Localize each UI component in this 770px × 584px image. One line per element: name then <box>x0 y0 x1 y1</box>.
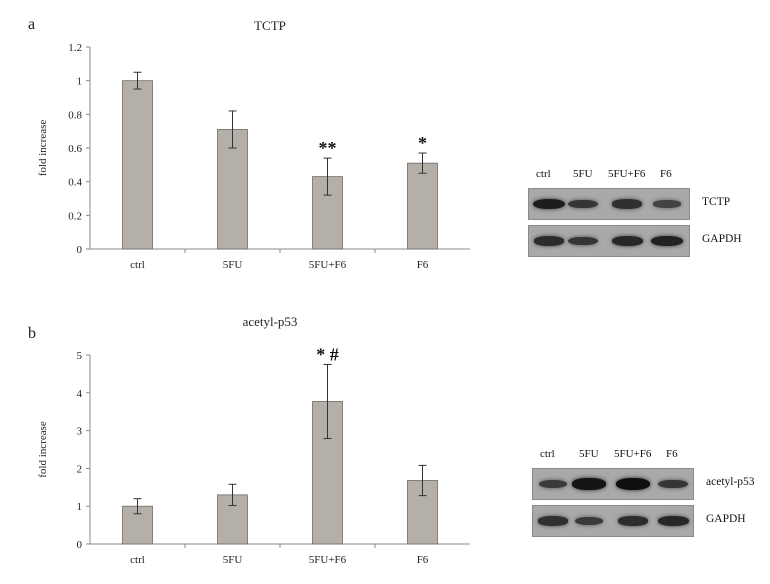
x-tick-label: 5FU+F6 <box>309 259 347 271</box>
blot-band <box>617 516 649 526</box>
blot-strip-gapdh <box>532 505 694 537</box>
tctp-bar-chart: TCTP fold increase 0 0.2 0.4 0.6 0.8 1 1.2 ctrl 5F… <box>37 18 470 271</box>
significance-marker: * # <box>316 344 339 364</box>
blot-protein-label: TCTP <box>702 196 731 208</box>
significance-marker: * <box>418 133 427 153</box>
blot-band <box>651 235 683 247</box>
y-tick-label: 0 <box>77 539 83 551</box>
y-tick-label: 2 <box>77 463 83 475</box>
x-tick-label: 5FU+F6 <box>309 554 347 566</box>
y-tick-label: 0.4 <box>68 177 82 189</box>
y-tick-label: 0.2 <box>68 210 82 222</box>
blot-band <box>612 199 642 209</box>
blot-band <box>568 236 598 246</box>
y-tick-label: 5 <box>77 350 83 362</box>
x-tick-label: F6 <box>417 259 429 271</box>
blot-band <box>658 479 688 489</box>
y-axis-label: fold increase <box>37 421 49 478</box>
blot-band <box>532 198 566 210</box>
blot-lane-label: 5FU <box>573 168 593 180</box>
chart-title: TCTP <box>254 18 286 33</box>
panel-a-letter: a <box>28 16 36 33</box>
blot-band <box>572 478 606 490</box>
acetyl-p53-western-blot: ctrl 5FU 5FU+F6 F6 acetyl-p53 GAPDH <box>532 448 768 563</box>
bar-5FU <box>217 129 248 250</box>
significance-marker: ** <box>319 138 337 158</box>
blot-lane-label: F6 <box>660 168 672 180</box>
chart-title: acetyl-p53 <box>243 314 298 329</box>
y-tick-label: 4 <box>77 388 83 400</box>
blot-lane-label: ctrl <box>540 448 555 460</box>
y-tick-label: 1 <box>77 76 83 88</box>
blot-lane-label: 5FU+F6 <box>608 168 646 180</box>
blot-strip-gapdh <box>528 225 690 257</box>
blot-protein-label: GAPDH <box>706 513 746 525</box>
x-tick-label: 5FU <box>223 259 243 271</box>
y-tick-label: 3 <box>77 426 83 438</box>
blot-band <box>574 516 604 526</box>
blot-band <box>611 236 643 246</box>
blot-lane-label: 5FU+F6 <box>614 448 652 460</box>
blot-band <box>538 479 568 489</box>
bar-F6 <box>407 162 438 250</box>
x-tick-label: 5FU <box>223 554 243 566</box>
blot-protein-label: acetyl-p53 <box>706 476 755 488</box>
blot-band <box>653 200 681 208</box>
blot-band <box>657 516 689 526</box>
blot-band <box>616 478 650 490</box>
y-tick-label: 0.8 <box>68 109 82 121</box>
y-tick-label: 1.2 <box>68 42 82 54</box>
tctp-western-blot: ctrl 5FU 5FU+F6 F6 TCTP GAPDH <box>528 168 764 283</box>
acetyl-p53-bar-chart: acetyl-p53 fold increase 0 1 2 3 4 5 ctrl 5FU 5FU+… <box>37 314 470 566</box>
bar-ctrl <box>122 80 153 250</box>
y-tick-label: 0.6 <box>68 143 82 155</box>
blot-band <box>533 236 565 246</box>
blot-strip-acetyl-p53 <box>532 468 694 500</box>
blot-lane-label: ctrl <box>536 168 551 180</box>
blot-lane-label: 5FU <box>579 448 599 460</box>
x-tick-label: ctrl <box>130 259 145 271</box>
blot-lane-label: F6 <box>666 448 678 460</box>
y-tick-label: 0 <box>77 244 83 256</box>
x-tick-label: ctrl <box>130 554 145 566</box>
blot-band <box>538 516 568 526</box>
panel-b-letter: b <box>28 325 36 342</box>
blot-strip-tctp <box>528 188 690 220</box>
blot-band <box>568 199 598 209</box>
y-axis-label: fold increase <box>37 120 49 177</box>
blot-protein-label: GAPDH <box>702 233 742 245</box>
y-tick-label: 1 <box>77 501 83 513</box>
x-tick-label: F6 <box>417 554 429 566</box>
